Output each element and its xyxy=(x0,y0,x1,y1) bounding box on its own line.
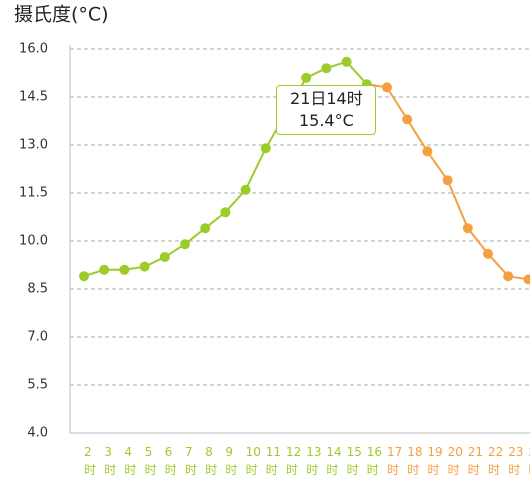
x-tick-text: 24时 xyxy=(528,443,530,479)
x-tick-label: 18时 xyxy=(407,443,423,479)
x-tick-label: 22时 xyxy=(488,443,504,479)
point xyxy=(200,223,211,234)
x-tick-label: 16时 xyxy=(366,443,383,479)
x-tick-label: 24时 xyxy=(528,443,530,479)
y-tick-label: 10.0 xyxy=(19,234,48,249)
point xyxy=(301,72,312,83)
x-tick-label: 7时 xyxy=(185,443,198,479)
chart-title: 摄氏度(°C) xyxy=(14,4,109,26)
point xyxy=(462,223,473,234)
x-tick-text: 15时 xyxy=(346,445,362,477)
x-tick-text: 8时 xyxy=(205,445,218,477)
x-tick-text: 19时 xyxy=(427,445,443,477)
y-tick-label: 13.0 xyxy=(19,138,48,153)
x-tick-text: 13时 xyxy=(306,445,322,477)
x-tick-text: 5时 xyxy=(144,445,157,477)
point xyxy=(240,184,251,195)
line xyxy=(386,86,529,281)
x-tick-label: 11时 xyxy=(265,443,282,479)
x-tick-text: 22时 xyxy=(488,445,504,477)
x-tick-text: 12时 xyxy=(286,445,302,477)
x-tick-label: 8时 xyxy=(205,443,218,479)
point xyxy=(220,207,231,218)
x-tick-label: 10时 xyxy=(245,443,261,479)
point xyxy=(422,146,433,157)
tooltip-text: 15.4°C xyxy=(298,111,354,130)
x-tick-text: 20时 xyxy=(447,445,463,477)
point xyxy=(402,114,413,125)
x-tick-text: 10时 xyxy=(245,445,261,477)
point xyxy=(99,264,110,275)
point xyxy=(119,264,130,275)
point xyxy=(180,239,190,250)
x-tick-text: 18时 xyxy=(407,445,423,477)
point xyxy=(442,175,453,186)
x-tick-text: 9时 xyxy=(225,445,238,477)
x-tick-text: 7时 xyxy=(185,445,198,477)
x-tick-label: 15时 xyxy=(346,443,362,479)
x-tick-text: 17时 xyxy=(387,445,403,477)
x-tick-text: 21时 xyxy=(467,445,484,477)
y-tick-label: 5.5 xyxy=(27,378,48,393)
y-tick-label: 7.0 xyxy=(27,330,48,345)
x-tick-text: 6时 xyxy=(164,445,177,477)
point xyxy=(321,63,332,74)
x-tick-label: 14时 xyxy=(326,443,342,479)
x-tick-label: 12时 xyxy=(286,443,302,479)
x-tick-label: 3时 xyxy=(104,443,117,479)
x-tick-text: 16时 xyxy=(366,445,383,477)
x-tick-label: 23时 xyxy=(508,443,524,479)
point xyxy=(503,271,514,282)
x-tick-label: 2时 xyxy=(84,443,97,479)
point xyxy=(159,252,170,262)
x-tick-label: 6时 xyxy=(164,443,177,479)
point xyxy=(523,274,530,285)
x-tick-text: 3时 xyxy=(104,445,117,477)
x-tick-text: 4时 xyxy=(124,445,137,477)
tooltip: 21日14时 15.4°C xyxy=(276,85,377,135)
point xyxy=(341,56,352,67)
x-tick-text: 23时 xyxy=(508,445,524,477)
point xyxy=(139,261,150,272)
y-tick-label: 8.5 xyxy=(27,282,48,297)
y-tick-label: 16.0 xyxy=(19,42,48,57)
y-tick-label: 4.0 xyxy=(27,426,48,441)
x-tick-text: 2时 xyxy=(84,445,97,477)
x-tick-label: 20时 xyxy=(447,443,463,479)
x-tick-label: 9时 xyxy=(225,443,238,479)
x-tick-text: 11时 xyxy=(265,445,282,477)
x-tick-label: 17时 xyxy=(387,443,403,479)
x-tick-label: 19时 xyxy=(427,443,443,479)
point xyxy=(260,143,271,154)
tooltip-text: 21日14时 xyxy=(290,89,363,108)
x-tick-text: 14时 xyxy=(326,445,342,477)
y-tick-label: 14.5 xyxy=(19,90,48,105)
point xyxy=(382,82,392,93)
x-tick-label: 21时 xyxy=(467,443,484,479)
x-tick-label: 13时 xyxy=(306,443,322,479)
x-tick-label: 4时 xyxy=(124,443,137,479)
x-tick-label: 5时 xyxy=(144,443,157,479)
point xyxy=(79,271,89,282)
point xyxy=(483,248,493,259)
y-tick-label: 11.5 xyxy=(19,186,48,201)
